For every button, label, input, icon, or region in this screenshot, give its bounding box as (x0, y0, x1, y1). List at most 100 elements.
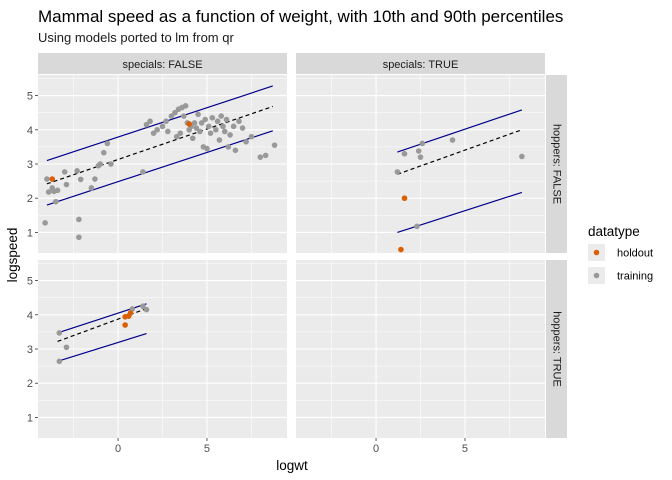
training-point (214, 118, 221, 125)
training-point (140, 303, 146, 310)
training-point (232, 147, 239, 154)
training-point (97, 161, 104, 167)
training-point (56, 358, 63, 365)
facet-strip-row (546, 75, 567, 253)
facet-strip-col (38, 53, 287, 74)
training-point (52, 198, 59, 205)
training-point (172, 109, 178, 116)
legend: datatype holdout training (588, 224, 653, 284)
training-point (182, 103, 189, 109)
facet-panel (38, 260, 287, 438)
training-point (262, 152, 269, 159)
facet-strip-col (296, 53, 545, 74)
training-point (140, 169, 146, 175)
training-point (63, 344, 70, 351)
holdout-point (401, 195, 408, 202)
x-axis-title: logwt (276, 458, 308, 473)
training-point (204, 145, 210, 152)
training-point (56, 330, 63, 336)
training-point (154, 126, 160, 133)
median-line (397, 129, 523, 175)
training-point (101, 149, 107, 156)
training-point (191, 120, 198, 126)
holdout-point (398, 246, 404, 253)
training-point (173, 133, 180, 140)
training-point (230, 123, 237, 130)
training-point (221, 128, 228, 135)
holdout-point (49, 176, 56, 182)
holdout-point (127, 310, 134, 316)
training-point (61, 169, 68, 175)
training-point (150, 130, 157, 136)
training-point (394, 169, 401, 175)
training-point (108, 161, 114, 167)
y-tick-label: 2 (27, 378, 33, 390)
y-tick-label: 4 (27, 125, 33, 137)
y-tick-label: 5 (27, 91, 33, 103)
p90-line (397, 109, 523, 153)
facet-strip-row (546, 260, 567, 438)
training-point (419, 140, 426, 147)
x-tick-label: 0 (373, 443, 379, 455)
training-legend-swatch (593, 272, 600, 279)
training-point (271, 142, 278, 148)
y-tick-label: 2 (27, 193, 33, 205)
median-line (46, 105, 273, 185)
facet-strip-label: specials: TRUE (383, 59, 459, 71)
training-point (417, 154, 424, 160)
holdout-point (186, 121, 192, 127)
training-point (414, 223, 420, 230)
training-point (74, 168, 80, 174)
p90-line (46, 85, 273, 162)
training-point (195, 111, 201, 118)
training-point (189, 135, 196, 142)
training-point (92, 176, 98, 182)
training-point (197, 128, 203, 135)
training-point (63, 181, 70, 188)
legend-label: holdout (617, 248, 653, 260)
training-point (205, 123, 212, 130)
training-point (401, 150, 408, 157)
x-tick-label: 0 (115, 443, 121, 455)
chart-subtitle: Using models ported to lm from qr (38, 30, 234, 45)
training-point (243, 138, 249, 145)
x-tick-label: 5 (204, 443, 210, 455)
facet-panel (296, 260, 545, 438)
training-point (42, 220, 48, 226)
training-point (223, 116, 230, 123)
y-tick-label: 4 (27, 310, 33, 322)
training-point (415, 148, 422, 154)
training-point (449, 137, 456, 143)
training-point (218, 113, 224, 119)
facet-panel (296, 75, 545, 253)
training-point (76, 216, 82, 223)
training-point (248, 133, 255, 140)
training-point (104, 140, 111, 147)
training-point (236, 118, 242, 125)
facet-panel (38, 75, 287, 253)
facet-strip-label: specials: FALSE (122, 59, 202, 71)
training-point (181, 113, 187, 119)
training-point (213, 126, 219, 133)
x-tick-label: 5 (462, 443, 468, 455)
training-point (193, 125, 200, 131)
training-point (77, 176, 84, 183)
y-tick-label: 3 (27, 344, 33, 356)
training-point (220, 123, 226, 130)
training-point (44, 176, 50, 182)
training-point (159, 123, 166, 130)
training-point (147, 118, 153, 125)
training-point (209, 114, 216, 121)
training-point (45, 189, 52, 195)
y-tick-label: 1 (27, 227, 33, 239)
training-point (177, 130, 184, 136)
training-point (519, 153, 525, 160)
training-point (88, 185, 95, 191)
training-point (163, 118, 169, 125)
training-point (143, 306, 150, 313)
training-point (143, 121, 150, 128)
y-tick-label: 1 (27, 412, 33, 424)
holdout-point (122, 322, 128, 328)
p10-line (57, 333, 147, 362)
